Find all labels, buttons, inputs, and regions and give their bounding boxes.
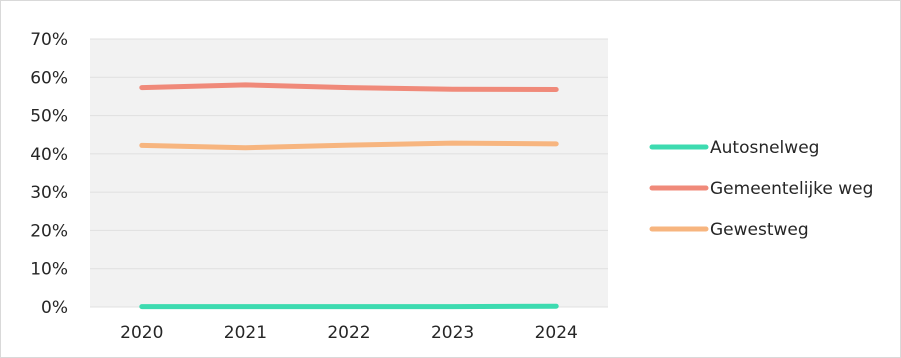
series-line-2 <box>139 140 559 151</box>
legend: Autosnelweg Gemeentelijke weg Gewestweg <box>649 138 873 240</box>
legend-label: Gewestweg <box>710 220 809 240</box>
y-tick-label: 20% <box>30 221 68 241</box>
y-tick-label: 40% <box>30 145 68 165</box>
y-tick-label: 30% <box>30 183 68 203</box>
series-line-1 <box>139 82 559 92</box>
y-tick-label: 70% <box>30 30 68 50</box>
legend-label: Gemeentelijke weg <box>710 179 873 199</box>
y-tick-label: 0% <box>41 298 68 318</box>
plot-area <box>90 39 608 307</box>
legend-label: Autosnelweg <box>710 138 819 158</box>
y-tick-label: 50% <box>30 107 68 127</box>
x-tick-label: 2020 <box>120 323 163 343</box>
y-axis-tick-labels: 0% 10% 20% 30% 40% 50% 60% 70% <box>30 30 68 318</box>
y-tick-label: 60% <box>30 68 68 88</box>
series-lines <box>139 82 559 310</box>
x-tick-label: 2022 <box>327 323 370 343</box>
x-tick-label: 2021 <box>224 323 267 343</box>
x-axis-tick-labels: 2020 2021 2022 2023 2024 <box>120 323 578 343</box>
y-tick-label: 10% <box>30 260 68 280</box>
x-tick-label: 2024 <box>535 323 578 343</box>
x-tick-label: 2023 <box>431 323 474 343</box>
